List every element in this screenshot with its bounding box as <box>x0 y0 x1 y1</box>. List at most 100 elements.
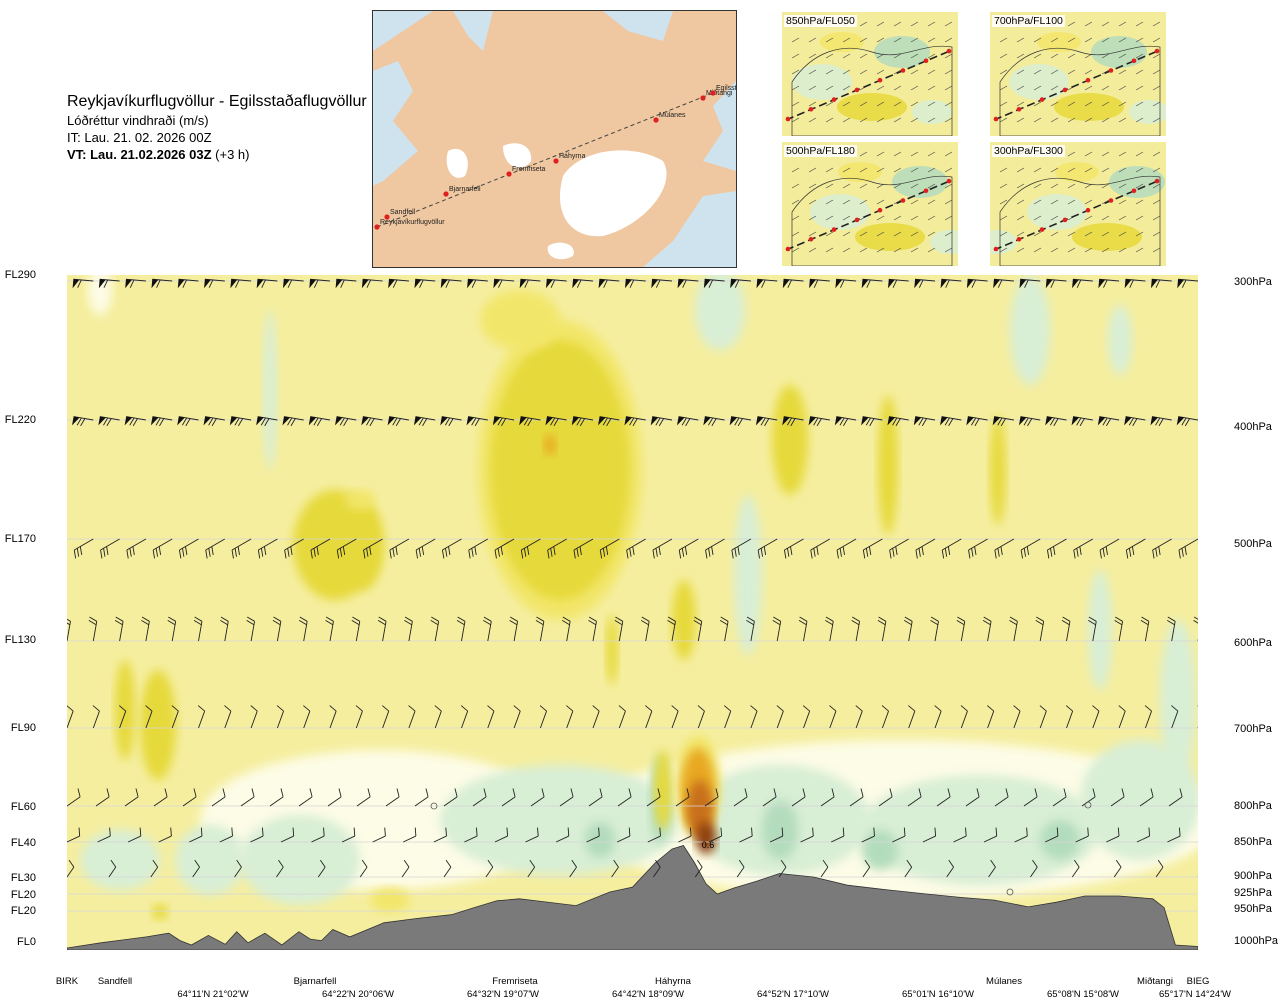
wind-barb-flag <box>1176 416 1185 426</box>
wind-barb-feather <box>475 827 478 837</box>
mini-map-wind-barb <box>791 53 800 59</box>
wind-barb-flag <box>177 416 185 426</box>
wind-barb <box>586 827 600 843</box>
wind-barb <box>922 827 937 843</box>
route-station-marker <box>384 214 390 220</box>
wind-barb-feather <box>67 620 71 626</box>
mini-map-wind-barb <box>1033 53 1042 59</box>
wind-barb-feather <box>208 279 214 288</box>
wind-barb-shaft <box>967 416 988 421</box>
mini-map-500-svg <box>785 151 958 266</box>
wind-barb-feather <box>918 548 921 557</box>
wind-barb-feather <box>246 620 255 626</box>
wind-barb-feather <box>51 280 55 288</box>
wind-barb <box>1072 278 1093 289</box>
wind-barb-flag <box>414 279 422 289</box>
wind-barb-feather <box>983 616 992 622</box>
wind-barb <box>387 416 409 427</box>
mini-map-station <box>1039 227 1045 232</box>
wind-barb-shaft <box>1110 796 1125 807</box>
wind-barb <box>1088 616 1097 642</box>
wind-barb-feather <box>602 417 608 426</box>
wind-barb <box>800 827 814 843</box>
vv-region <box>370 888 410 912</box>
max-value-label: 0.6 <box>702 840 715 850</box>
wind-barb-shaft <box>311 835 325 843</box>
wind-barb-feather <box>536 616 545 622</box>
wind-barb <box>646 788 661 807</box>
mini-map-wind-barb <box>1016 215 1025 221</box>
wind-barb-feather <box>816 418 822 427</box>
wind-barb-flag <box>150 416 159 426</box>
wind-barb-feather <box>78 827 81 837</box>
vv-region <box>175 825 245 895</box>
wind-barb <box>778 859 787 878</box>
mini-map-wind-barb <box>1101 117 1110 123</box>
wind-barb-flag <box>361 416 369 426</box>
mini-map-wind-barb <box>893 215 902 221</box>
mini-map-wind-barb <box>1135 21 1144 27</box>
mini-map-wind-barb <box>1135 117 1144 123</box>
wind-barb-feather <box>659 827 661 837</box>
mini-map-wind-barb <box>910 53 919 59</box>
wind-barb-feather <box>1061 620 1070 626</box>
wind-barb-flag <box>46 417 53 427</box>
wind-barb-feather <box>667 616 676 622</box>
wind-barb-feather <box>1181 279 1187 288</box>
route-station-marker <box>653 117 659 123</box>
mini-map-wind-barb <box>893 183 902 189</box>
wind-barb-feather <box>272 620 281 626</box>
wind-barb-feather <box>1092 788 1096 797</box>
wind-barb-flag <box>1150 279 1158 289</box>
mini-map-wind-barb <box>791 199 800 205</box>
wind-barb <box>1150 416 1172 427</box>
mini-map-wind-barb <box>1050 37 1059 43</box>
wind-barb-feather <box>500 546 503 556</box>
wind-barb <box>736 859 745 878</box>
wind-barb <box>152 538 173 559</box>
wind-barb-feather <box>1023 548 1027 557</box>
fl-label: FL20 <box>10 905 36 917</box>
mini-map-wind-barb <box>1084 151 1093 157</box>
mini-map-wind-barb <box>927 183 936 189</box>
wind-barb-shaft <box>336 278 357 282</box>
mini-map-wind-barb <box>1101 21 1110 27</box>
route-station-marker <box>374 224 380 230</box>
wind-barb-flag <box>1045 279 1053 289</box>
wind-barb-feather <box>156 279 161 288</box>
wind-barb-feather <box>448 418 454 427</box>
wind-barb-feather <box>976 788 980 797</box>
mini-map-wind-barb <box>791 117 800 123</box>
wind-barb-feather <box>1148 827 1151 837</box>
mini-map-station <box>1039 97 1045 102</box>
wind-barb-feather <box>831 788 835 797</box>
wind-barb-feather <box>155 417 161 426</box>
wind-barb-shaft <box>250 710 258 729</box>
mini-map-wind-barb <box>999 231 1008 237</box>
wind-barb <box>341 827 356 843</box>
wind-barb-feather <box>523 417 529 426</box>
pressure-label: 900hPa <box>1234 870 1272 882</box>
wind-barb-feather <box>734 548 737 557</box>
wind-barb <box>492 416 515 427</box>
wind-barb-feather <box>864 859 871 868</box>
wind-barb-feather <box>273 616 282 622</box>
wind-barb-shaft <box>234 866 242 878</box>
wind-barb-shaft <box>908 710 916 729</box>
wind-barb-feather <box>571 859 577 868</box>
mini-map-wind-barb <box>876 247 885 253</box>
wind-barb-shaft <box>994 538 1015 551</box>
mini-map-wind-barb <box>910 167 919 173</box>
wind-barb-feather <box>1155 417 1161 426</box>
wind-barb-feather <box>997 417 1003 426</box>
wind-barb-feather <box>567 827 570 837</box>
wind-barb-feather <box>231 827 233 837</box>
wind-barb <box>88 616 98 642</box>
wind-barb-feather <box>145 705 153 712</box>
vv-region <box>772 385 808 495</box>
wind-barb-shaft <box>74 538 94 551</box>
mini-map-wind-barb <box>999 85 1008 91</box>
wind-barb-feather <box>1132 418 1138 427</box>
wind-barb <box>443 859 452 878</box>
wind-barb-feather <box>152 549 155 559</box>
